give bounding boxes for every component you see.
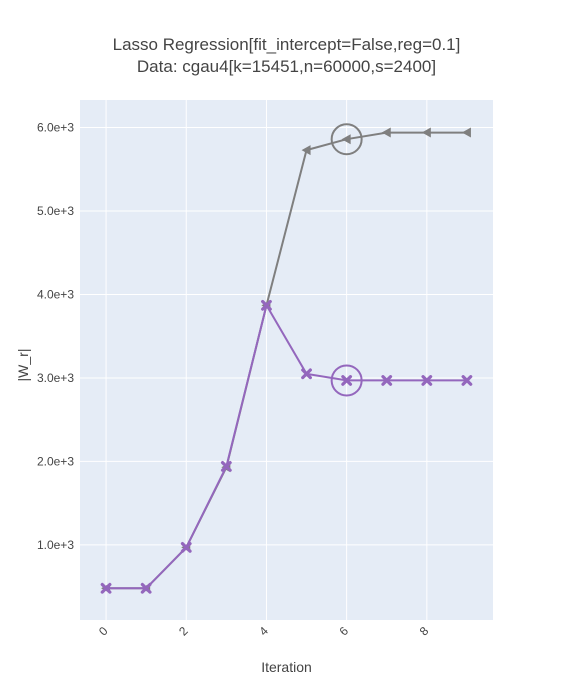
data-point <box>381 127 391 138</box>
data-point <box>381 375 393 386</box>
series-layer <box>100 123 473 594</box>
data-point <box>140 582 152 594</box>
data-point <box>421 127 431 138</box>
data-point <box>301 145 311 156</box>
x-tick-label: 6 <box>337 624 352 639</box>
data-point <box>301 368 312 380</box>
y-tick-label: 6.0e+3 <box>37 121 74 135</box>
y-tick-label: 2.0e+3 <box>37 454 74 468</box>
y-tick-label: 3.0e+3 <box>37 371 74 385</box>
data-point <box>461 375 473 386</box>
data-point <box>180 541 192 553</box>
highlight-circle <box>330 123 363 156</box>
chart-title-line-2: Data: cgau4[k=15451,n=60000,s=2400] <box>137 57 436 76</box>
series-1 <box>100 299 473 594</box>
data-point <box>341 134 351 145</box>
y-tick-label: 1.0e+3 <box>37 538 74 552</box>
x-tick-label: 4 <box>256 624 271 639</box>
data-point <box>261 299 272 311</box>
x-axis-title: Iteration <box>261 659 312 675</box>
data-point <box>220 461 232 472</box>
x-tick-label: 0 <box>96 624 111 639</box>
data-point <box>421 375 433 386</box>
data-point <box>341 375 353 386</box>
x-tick-label: 2 <box>176 624 191 639</box>
x-tick-label: 8 <box>417 624 432 639</box>
data-point <box>461 127 471 138</box>
y-tick-label: 4.0e+3 <box>37 287 74 301</box>
series-line <box>106 302 467 590</box>
data-point <box>100 582 112 594</box>
plot-area <box>80 100 493 620</box>
highlight-circle <box>330 364 363 397</box>
y-tick-label: 5.0e+3 <box>37 204 74 218</box>
y-axis-title: |W_r| <box>15 349 31 382</box>
grid-lines <box>80 100 493 620</box>
x-axis-ticks: 0 2 4 6 8 <box>96 624 432 639</box>
y-axis-ticks: 1.0e+3 2.0e+3 3.0e+3 4.0e+3 5.0e+3 6.0e+3 <box>37 121 74 552</box>
chart-title-line-1: Lasso Regression[fit_intercept=False,reg… <box>113 35 461 54</box>
